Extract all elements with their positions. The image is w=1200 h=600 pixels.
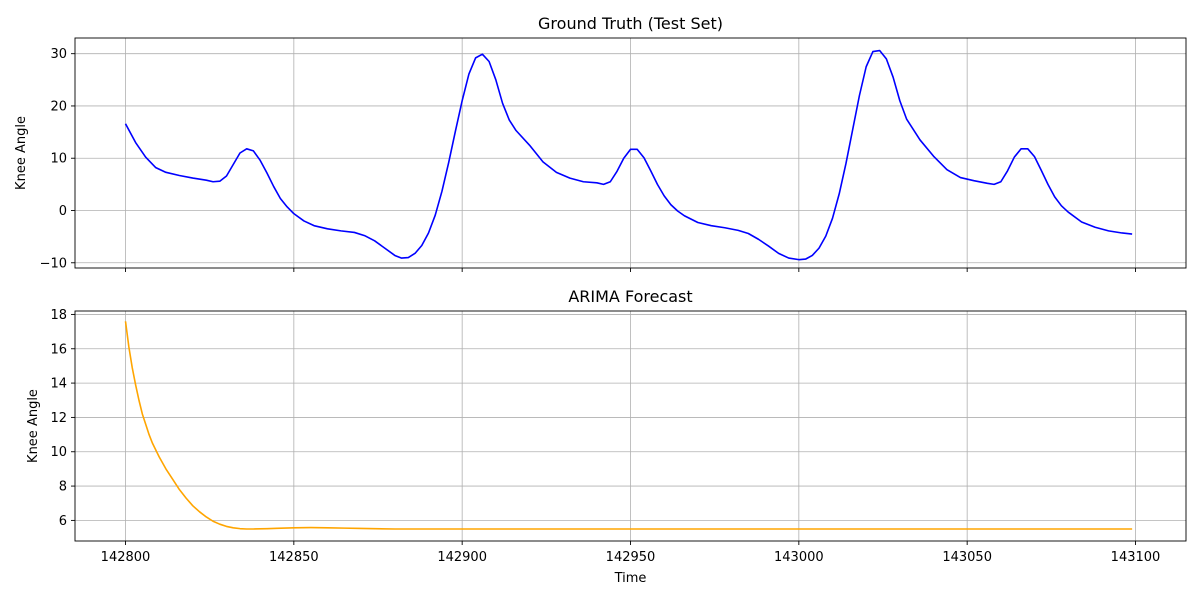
chart-1-y-tick-label: 8 <box>59 480 67 495</box>
chart-1-y-tick-label: 14 <box>50 377 67 392</box>
chart-1-y-tick-label: 12 <box>50 411 67 426</box>
chart-1-x-tick-label: 142850 <box>269 550 319 565</box>
chart-0-title: Ground Truth (Test Set) <box>538 14 723 33</box>
chart-1-x-tick-label: 143000 <box>774 550 824 565</box>
chart-1-title: ARIMA Forecast <box>568 287 692 306</box>
chart-0-y-tick-label: 30 <box>50 47 67 62</box>
chart-1-y-tick-label: 18 <box>50 308 67 323</box>
chart-1-series-line <box>124 321 1133 530</box>
ground-truth-panel: −10 0 10 20 30 Ground Truth (Test Set) Knee An… <box>14 14 1187 272</box>
chart-0-ylabel: Knee Angle <box>14 116 29 190</box>
chart-1-xlabel: Time <box>614 571 647 586</box>
chart-0-y-tick-label: −10 <box>40 256 67 271</box>
chart-1-x-tick-label: 142800 <box>101 550 151 565</box>
chart-0-series-line <box>124 49 1133 261</box>
chart-1-y-tick-label: 16 <box>50 342 67 357</box>
chart-1-y-tick-label: 10 <box>50 445 67 460</box>
chart-1-x-tick-label: 142950 <box>606 550 656 565</box>
chart-1-x-tick-label: 142900 <box>437 550 487 565</box>
chart-0-y-tick-label: 0 <box>59 204 67 219</box>
arima-forecast-panel: 142800 142850 142900 142950 143000 143050 1431… <box>26 287 1187 586</box>
chart-1-ylabel: Knee Angle <box>26 389 41 463</box>
chart-1-x-tick-label: 143050 <box>942 550 992 565</box>
chart-0-y-tick-label: 20 <box>50 99 67 114</box>
chart-1-y-tick-label: 6 <box>59 514 67 529</box>
chart-1-x-tick-label: 143100 <box>1111 550 1161 565</box>
chart-0-y-tick-label: 10 <box>50 152 67 167</box>
